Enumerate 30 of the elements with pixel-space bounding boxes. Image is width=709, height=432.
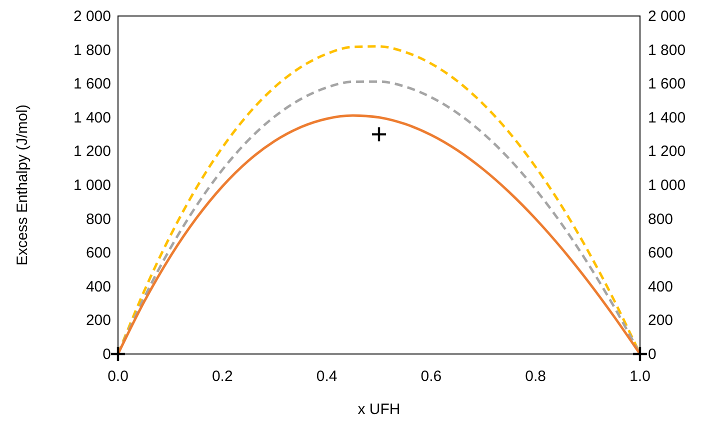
y2-tick-label: 2 000	[648, 8, 686, 25]
y-tick-label: 0	[102, 346, 111, 363]
y-tick-label: 800	[86, 210, 111, 228]
y2-tick-label: 1 400	[648, 109, 686, 126]
y2-tick-label: 200	[648, 312, 674, 330]
y-tick-label: 1 600	[73, 76, 111, 93]
y-tick-label: 1 800	[73, 42, 111, 59]
y-tick-label: 1 400	[73, 109, 111, 126]
y2-tick-label: 1 000	[648, 177, 686, 194]
x-tick-label: 0.0	[108, 368, 128, 385]
y2-tick-label: 0	[648, 346, 656, 363]
y2-tick-label: 800	[648, 210, 674, 228]
y-tick-label: 200	[86, 312, 111, 330]
y-axis-title: Excess Enthalpy (J/mol)	[14, 104, 31, 266]
x-tick-label: 0.6	[420, 368, 442, 385]
x-tick-label: 0.4	[316, 368, 338, 385]
y-tick-label: 2 000	[73, 8, 111, 25]
x-tick-label: 1.0	[630, 368, 650, 385]
y2-tick-label: 1 800	[648, 42, 686, 59]
y2-tick-label: 600	[648, 244, 674, 262]
x-tick-label: 0.2	[212, 368, 233, 385]
y2-tick-label: 1 600	[648, 76, 686, 93]
y-tick-label: 600	[86, 244, 111, 262]
y-tick-label: 1 000	[73, 177, 111, 194]
y-tick-label: 400	[86, 278, 111, 296]
y-tick-label: 1 200	[73, 143, 111, 160]
y2-tick-label: 400	[648, 278, 674, 296]
y2-tick-label: 1 200	[648, 143, 686, 160]
x-tick-label: 0.8	[525, 368, 546, 385]
x-axis-title: x UFH	[358, 401, 400, 418]
